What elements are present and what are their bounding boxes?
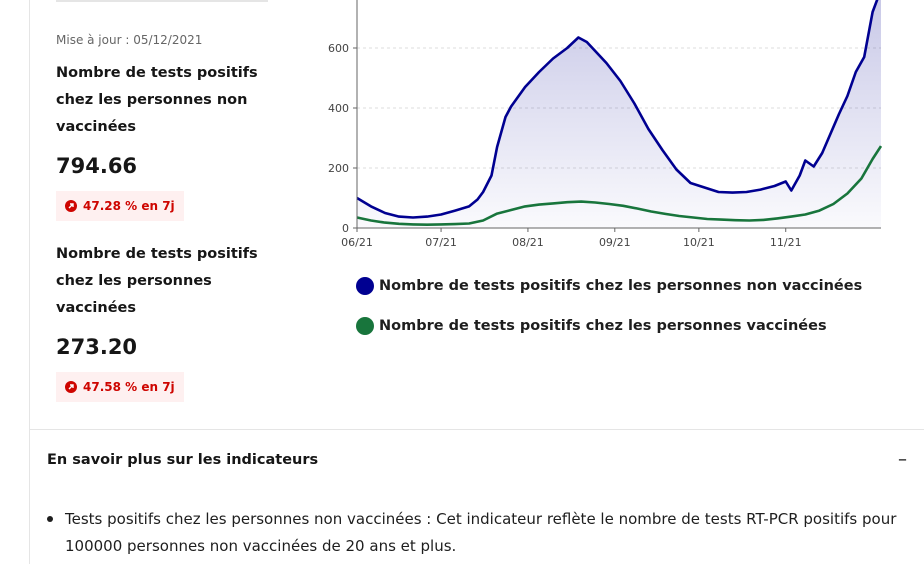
trend-badge-vaccinated: 47.58 % en 7j — [56, 372, 184, 402]
indicator-definition: Tests positifs chez les personnes non va… — [65, 510, 897, 555]
legend-dot-vaccinated — [356, 317, 374, 335]
trend-text-unvaccinated: 47.28 % en 7j — [83, 199, 175, 213]
arrow-up-right-icon — [65, 200, 77, 212]
top-divider — [56, 0, 268, 2]
line-chart: 0 200 400 600 06/21 07/21 08/21 09/21 10/21 11/21 — [328, 0, 883, 249]
x-tick-label: 06/21 — [341, 236, 373, 249]
series-line-0 — [356, 0, 879, 219]
legend-label-vaccinated: Nombre de tests positifs chez les person… — [379, 318, 827, 334]
y-tick-label: 400 — [328, 102, 349, 115]
accordion-header[interactable]: En savoir plus sur les indicateurs – — [47, 449, 907, 470]
legend-item-vaccinated[interactable]: Nombre de tests positifs chez les person… — [356, 317, 827, 335]
indicator-title-vaccinated: Nombre de tests positifs chez les person… — [56, 246, 258, 316]
x-tick-label: 08/21 — [512, 236, 544, 249]
legend-dot-unvaccinated — [356, 277, 374, 295]
x-tick-label: 11/21 — [770, 236, 802, 249]
indicator-value-unvaccinated: 794.66 — [56, 154, 138, 178]
indicator-value-vaccinated: 273.20 — [56, 335, 138, 359]
y-tick-label: 600 — [328, 42, 349, 55]
legend-label-unvaccinated: Nombre de tests positifs chez les person… — [379, 278, 863, 294]
legend-item-unvaccinated[interactable]: Nombre de tests positifs chez les person… — [356, 277, 862, 295]
indicator-title-unvaccinated: Nombre de tests positifs chez les person… — [56, 65, 258, 135]
minus-icon[interactable]: – — [898, 449, 907, 470]
x-tick-label: 09/21 — [599, 236, 631, 249]
update-date: Mise à jour : 05/12/2021 — [56, 33, 203, 47]
x-tick-label: 10/21 — [683, 236, 715, 249]
bullet-dot — [47, 516, 53, 522]
accordion-title: En savoir plus sur les indicateurs — [47, 451, 319, 468]
arrow-up-right-icon — [65, 381, 77, 393]
x-tick-label: 07/21 — [425, 236, 457, 249]
indicator-card — [29, 0, 924, 564]
series-line-1 — [356, 145, 883, 226]
series-area-0 — [357, 0, 881, 228]
y-tick-label: 0 — [342, 222, 349, 235]
trend-text-vaccinated: 47.58 % en 7j — [83, 380, 175, 394]
section-divider — [30, 429, 924, 430]
trend-badge-unvaccinated: 47.28 % en 7j — [56, 191, 184, 221]
y-tick-label: 200 — [328, 162, 349, 175]
